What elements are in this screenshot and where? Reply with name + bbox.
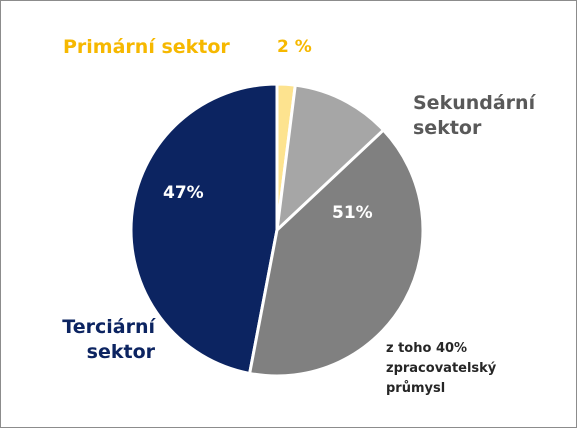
annotation-line: průmysl: [386, 381, 446, 396]
annotation-line: z toho 40%: [386, 341, 468, 356]
value-label: 51%: [332, 203, 373, 223]
sub-slice: [247, 127, 425, 378]
category-label: Primární sektor: [63, 36, 230, 58]
annotation: z toho 40% zpracovatelský průmysl: [386, 339, 496, 399]
category-label: Sekundární sektor: [413, 92, 536, 139]
category-label: Terciární sektor: [62, 316, 155, 363]
annotation-line: zpracovatelský: [386, 361, 497, 376]
value-label: 47%: [163, 183, 204, 203]
value-label: 2 %: [277, 37, 312, 57]
slice: [129, 82, 279, 376]
